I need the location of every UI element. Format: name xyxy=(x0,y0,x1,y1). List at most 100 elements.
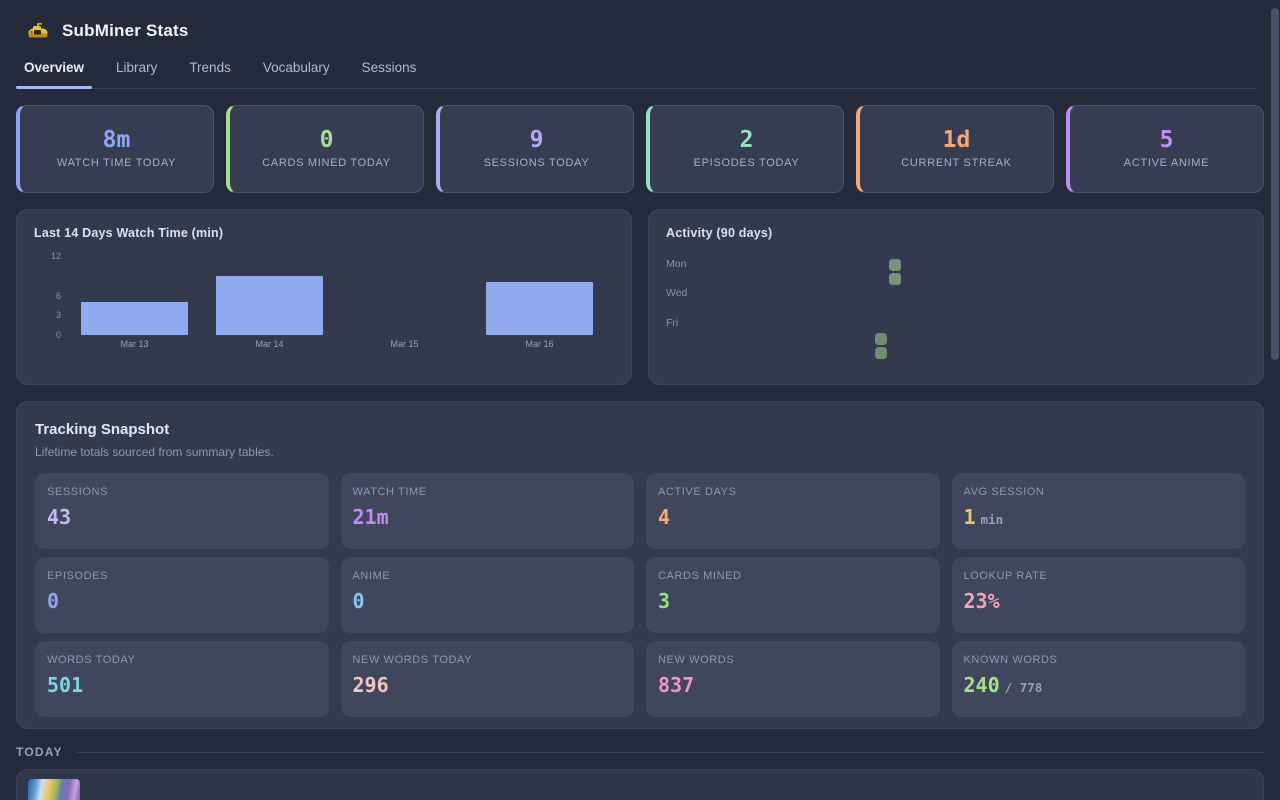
day-label-fri: Fri xyxy=(666,316,679,329)
today-label: TODAY xyxy=(16,745,63,759)
tracking-subtitle: Lifetime totals sourced from summary tab… xyxy=(35,445,274,459)
tile-value: 837 xyxy=(658,673,695,697)
stat-card-active-anime: 5 ACTIVE ANIME xyxy=(1066,105,1264,193)
tile-active-days: ACTIVE DAYS 4 xyxy=(646,473,940,549)
stat-card-sessions-today: 9 SESSIONS TODAY xyxy=(436,105,634,193)
tile-label: KNOWN WORDS xyxy=(963,654,1058,666)
activity-cell xyxy=(889,273,901,286)
tile-value: 240/ 778 xyxy=(963,673,1043,697)
stat-value: 0 xyxy=(319,127,334,153)
stat-card-episodes-today: 2 EPISODES TODAY xyxy=(646,105,844,193)
stat-cards-row: 8m WATCH TIME TODAY 0 CARDS MINED TODAY 9 SES… xyxy=(16,105,1264,193)
bar-chart xyxy=(67,256,607,335)
activity-cell xyxy=(875,332,887,345)
stat-label: CARDS MINED TODAY xyxy=(262,157,391,169)
tracking-snapshot-panel: Tracking Snapshot Lifetime totals source… xyxy=(16,401,1264,729)
tile-value: 21m xyxy=(352,505,389,529)
tab-bar: Overview Library Trends Vocabulary Sessions xyxy=(15,50,1256,89)
activity-title: Activity (90 days) xyxy=(666,226,773,240)
tile-anime: ANIME 0 xyxy=(340,557,634,633)
chart-title: Last 14 Days Watch Time (min) xyxy=(34,226,224,240)
tracking-title: Tracking Snapshot xyxy=(35,421,170,438)
vertical-scrollbar-thumb[interactable] xyxy=(1271,8,1279,360)
x-tick-mar-14: Mar 14 xyxy=(255,339,284,349)
tile-label: CARDS MINED xyxy=(658,570,742,582)
tile-watch-time: WATCH TIME 21m xyxy=(340,473,634,549)
y-tick-0: 0 xyxy=(55,330,61,340)
stat-label: ACTIVE ANIME xyxy=(1123,157,1210,169)
tile-label: AVG SESSION xyxy=(963,486,1045,498)
tab-trends[interactable]: Trends xyxy=(189,60,231,75)
tile-words-today: WORDS TODAY 501 xyxy=(35,641,329,717)
bar-mar-13 xyxy=(81,302,188,335)
tab-vocabulary[interactable]: Vocabulary xyxy=(262,60,330,75)
tile-value: 296 xyxy=(352,673,389,697)
tile-value: 0 xyxy=(352,589,365,613)
stat-value: 5 xyxy=(1159,127,1174,153)
charts-row: Last 14 Days Watch Time (min) 0 3 6 12 Mar … xyxy=(16,209,1264,385)
tile-value: 4 xyxy=(658,505,671,529)
stat-value: 1d xyxy=(942,127,971,153)
stat-label: EPISODES TODAY xyxy=(693,157,800,169)
day-label-mon: Mon xyxy=(666,257,687,270)
tile-label: ANIME xyxy=(352,570,391,582)
stat-value: 8m xyxy=(102,127,131,153)
tile-value-suffix: min xyxy=(980,512,1004,527)
tile-sessions: SESSIONS 43 xyxy=(35,473,329,549)
today-panel xyxy=(16,769,1264,800)
x-tick-mar-13: Mar 13 xyxy=(120,339,149,349)
tab-sessions[interactable]: Sessions xyxy=(361,60,417,75)
tile-value: 0 xyxy=(47,589,60,613)
tile-new-words-today: NEW WORDS TODAY 296 xyxy=(340,641,634,717)
tab-library[interactable]: Library xyxy=(116,60,158,75)
episode-thumbnail xyxy=(28,779,80,800)
tile-label: SESSIONS xyxy=(47,486,109,498)
tile-value: 3 xyxy=(658,589,671,613)
x-tick-mar-16: Mar 16 xyxy=(525,339,554,349)
x-tick-mar-15: Mar 15 xyxy=(390,339,419,349)
app-header: SubMiner Stats xyxy=(0,0,1280,50)
tile-cards-mined: CARDS MINED 3 xyxy=(646,557,940,633)
page-title: SubMiner Stats xyxy=(62,21,189,40)
today-divider xyxy=(76,751,1264,753)
tile-label: WORDS TODAY xyxy=(47,654,136,666)
y-tick-3: 3 xyxy=(55,310,61,321)
stat-card-cards-mined-today: 0 CARDS MINED TODAY xyxy=(226,105,424,193)
activity-heatmap-panel: Activity (90 days) Mon Wed Fri xyxy=(648,209,1264,385)
tracking-tile-grid: SESSIONS 43 WATCH TIME 21m ACTIVE DAYS 4 AVG S… xyxy=(35,473,1245,717)
tile-label: LOOKUP RATE xyxy=(963,570,1048,582)
tile-label: NEW WORDS xyxy=(658,654,735,666)
stat-value: 2 xyxy=(739,127,754,153)
day-label-wed: Wed xyxy=(666,287,688,300)
tile-value: 1 min xyxy=(963,505,1004,529)
tile-value: 43 xyxy=(47,505,72,529)
activity-cell xyxy=(875,347,887,360)
tile-label: EPISODES xyxy=(47,570,109,582)
activity-cell xyxy=(889,258,901,271)
tab-overview[interactable]: Overview xyxy=(15,50,93,89)
tile-label: ACTIVE DAYS xyxy=(658,486,737,498)
tile-avg-session: AVG SESSION 1 min xyxy=(951,473,1245,549)
tile-lookup-rate: LOOKUP RATE 23% xyxy=(951,557,1245,633)
stat-card-watch-time-today: 8m WATCH TIME TODAY xyxy=(16,105,214,193)
y-tick-12: 12 xyxy=(50,251,61,261)
tile-value-suffix: / 778 xyxy=(1004,680,1043,695)
tile-label: WATCH TIME xyxy=(352,486,427,498)
tile-known-words: KNOWN WORDS 240/ 778 xyxy=(951,641,1245,717)
watch-time-chart-panel: Last 14 Days Watch Time (min) 0 3 6 12 Mar … xyxy=(16,209,632,385)
stat-label: WATCH TIME TODAY xyxy=(56,157,177,169)
bar-mar-14 xyxy=(216,275,323,335)
submarine-icon xyxy=(27,20,49,42)
y-tick-6: 6 xyxy=(55,290,61,301)
bar-mar-16 xyxy=(486,282,593,335)
stat-label: SESSIONS TODAY xyxy=(483,157,590,169)
tile-value: 23% xyxy=(963,589,1000,613)
tile-label: NEW WORDS TODAY xyxy=(352,654,473,666)
today-section-header: TODAY xyxy=(16,745,1264,759)
stat-label: CURRENT STREAK xyxy=(901,157,1012,169)
stat-value: 9 xyxy=(529,127,544,153)
tile-episodes: EPISODES 0 xyxy=(35,557,329,633)
stat-card-current-streak: 1d CURRENT STREAK xyxy=(856,105,1054,193)
tile-value: 501 xyxy=(47,673,84,697)
tile-new-words: NEW WORDS 837 xyxy=(646,641,940,717)
